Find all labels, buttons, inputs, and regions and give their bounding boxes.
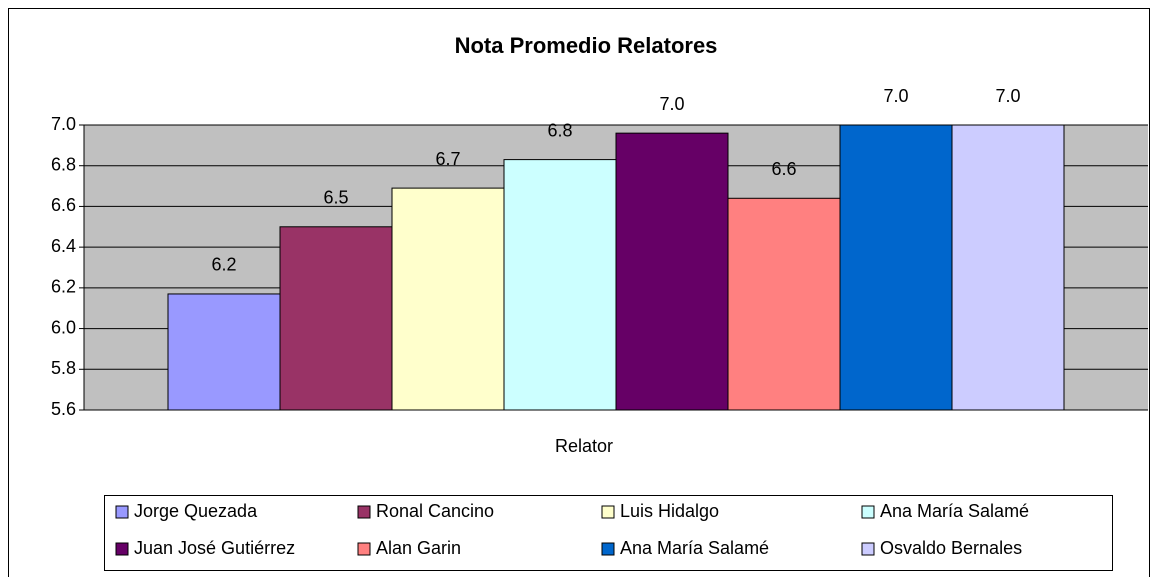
y-tick-label: 6.6 xyxy=(51,195,76,215)
legend-label: Ana María Salamé xyxy=(880,501,1029,521)
y-tick-label: 5.6 xyxy=(51,399,76,419)
legend-label: Luis Hidalgo xyxy=(620,501,719,521)
bar xyxy=(727,197,841,411)
legend-swatch xyxy=(601,542,615,556)
y-tick-label: 5.8 xyxy=(51,358,76,378)
bar xyxy=(391,187,505,411)
bar xyxy=(279,226,393,411)
legend-label: Juan José Gutiérrez xyxy=(134,538,295,558)
y-tick-label: 6.4 xyxy=(51,236,76,256)
legend-swatch xyxy=(861,505,875,519)
bar xyxy=(839,124,953,411)
legend-swatch xyxy=(357,505,371,519)
bar xyxy=(951,124,1065,411)
data-label: 6.5 xyxy=(323,188,348,208)
bar xyxy=(615,132,729,411)
legend-label: Jorge Quezada xyxy=(134,501,258,521)
bar xyxy=(503,159,617,411)
data-label: 6.7 xyxy=(435,149,460,169)
y-tick-label: 6.0 xyxy=(51,317,76,337)
y-tick-label: 7.0 xyxy=(51,114,76,134)
data-label: 7.0 xyxy=(995,86,1020,106)
chart-title: Nota Promedio Relatores xyxy=(455,33,718,58)
legend-label: Ronal Cancino xyxy=(376,501,494,521)
legend-label: Osvaldo Bernales xyxy=(880,538,1022,558)
legend-swatch xyxy=(115,542,129,556)
data-label: 6.2 xyxy=(211,255,236,275)
legend-swatch xyxy=(861,542,875,556)
y-tick-label: 6.8 xyxy=(51,154,76,174)
y-tick-label: 6.2 xyxy=(51,277,76,297)
x-axis-label: Relator xyxy=(555,436,613,456)
data-label: 6.6 xyxy=(771,159,796,179)
legend-label: Ana María Salamé xyxy=(620,538,769,558)
data-label: 6.8 xyxy=(547,120,572,140)
data-label: 7.0 xyxy=(659,94,684,114)
legend-swatch xyxy=(115,505,129,519)
legend-swatch xyxy=(601,505,615,519)
data-label: 7.0 xyxy=(883,86,908,106)
legend-label: Alan Garin xyxy=(376,538,461,558)
legend-swatch xyxy=(357,542,371,556)
bar xyxy=(167,293,281,411)
